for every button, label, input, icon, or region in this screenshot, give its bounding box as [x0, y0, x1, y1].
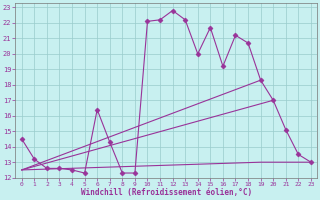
- X-axis label: Windchill (Refroidissement éolien,°C): Windchill (Refroidissement éolien,°C): [81, 188, 252, 197]
